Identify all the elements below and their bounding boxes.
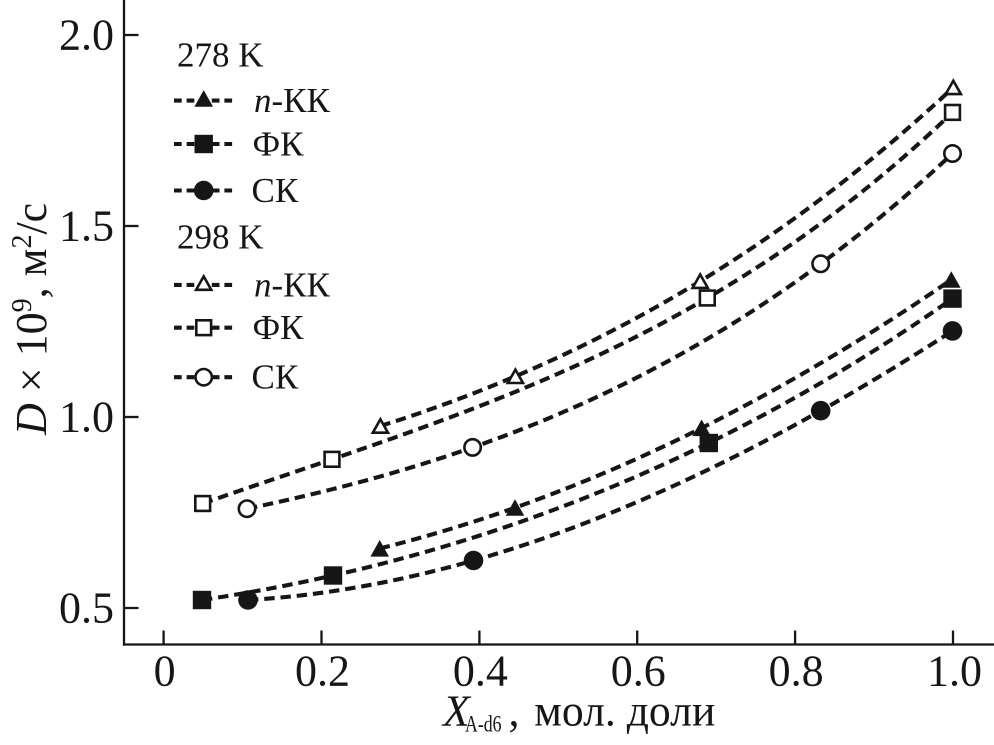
svg-text:ФК: ФК bbox=[253, 125, 305, 164]
svg-text:0: 0 bbox=[154, 647, 176, 696]
svg-text:мол. доли: мол. доли bbox=[534, 686, 715, 735]
svg-text:298 K: 298 K bbox=[177, 218, 264, 257]
svg-text:n-КК: n-КК bbox=[254, 265, 331, 304]
svg-text:0.5: 0.5 bbox=[59, 584, 114, 633]
svg-text:0.2: 0.2 bbox=[295, 647, 350, 696]
svg-text:0.6: 0.6 bbox=[611, 647, 666, 696]
svg-text:,: , bbox=[509, 686, 520, 735]
svg-text:0.4: 0.4 bbox=[453, 647, 508, 696]
svg-text:1.0: 1.0 bbox=[59, 393, 114, 442]
svg-text:1.5: 1.5 bbox=[59, 202, 114, 251]
svg-text:СК: СК bbox=[252, 358, 299, 397]
svg-text:n-КК: n-КК bbox=[254, 81, 331, 120]
svg-text:2.0: 2.0 bbox=[59, 11, 114, 60]
svg-text:1.0: 1.0 bbox=[927, 647, 982, 696]
svg-text:ФК: ФК bbox=[253, 308, 305, 347]
svg-text:278 K: 278 K bbox=[177, 36, 264, 75]
svg-text:X: X bbox=[441, 686, 472, 735]
svg-text:СК: СК bbox=[252, 171, 299, 210]
svg-text:0.8: 0.8 bbox=[769, 647, 824, 696]
svg-text:A-d6: A-d6 bbox=[465, 711, 502, 736]
